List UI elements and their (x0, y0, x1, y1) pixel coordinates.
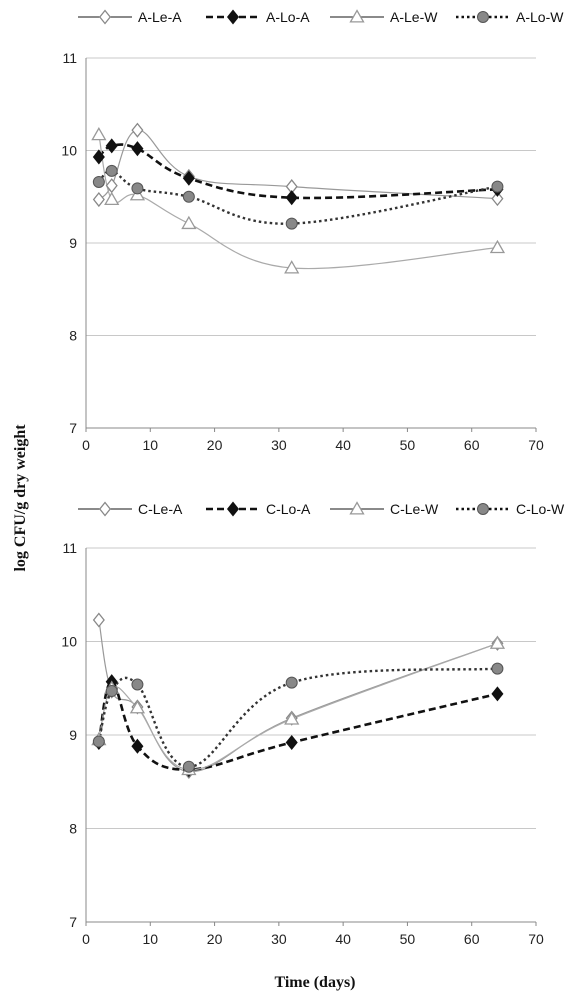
data-point-C-Le-W (284, 711, 300, 725)
y-tick-label: 9 (69, 727, 77, 743)
legend-label-C-Le-W: C-Le-W (390, 501, 439, 517)
legend-label-C-Lo-W: C-Lo-W (516, 501, 565, 517)
y-tick-label: 8 (69, 821, 77, 837)
x-tick-label: 30 (271, 931, 287, 947)
data-point-A-Le-W (91, 126, 107, 141)
legend-label-A-Le-A: A-Le-A (138, 9, 182, 25)
y-tick-label: 10 (61, 634, 77, 650)
x-tick-label: 30 (271, 437, 287, 453)
x-tick-label: 40 (335, 931, 351, 947)
data-point-C-Le-W (129, 700, 146, 714)
legend-label-A-Lo-W: A-Lo-W (516, 9, 564, 25)
series-line-C-Le-A (98, 619, 498, 773)
data-point-A-Le-W (104, 191, 120, 206)
legend-label-A-Le-W: A-Le-W (390, 9, 438, 25)
data-point-A-Lo-W (491, 180, 504, 193)
data-point-A-Lo-A (285, 190, 298, 206)
data-point-A-Lo-W (105, 164, 118, 177)
data-point-C-Lo-W (285, 676, 298, 689)
legend-marker-A-Le-W (349, 9, 365, 23)
series-line-C-Lo-W (97, 667, 498, 769)
data-point-A-Lo-W (182, 190, 195, 203)
series-line-A-Lo-A (97, 143, 498, 200)
x-tick-label: 20 (207, 931, 223, 947)
legend-marker-A-Lo-A (226, 9, 240, 25)
data-point-A-Le-A (92, 191, 105, 208)
x-tick-label: 0 (82, 931, 90, 947)
legend-label-A-Lo-A: A-Lo-A (266, 9, 310, 25)
data-point-A-Le-W (284, 260, 300, 274)
x-tick-label: 10 (142, 437, 158, 453)
data-point-C-Lo-W (105, 685, 118, 698)
series-line-A-Le-W (98, 134, 498, 270)
series-line-C-Le-W (98, 642, 498, 771)
x-tick-label: 10 (142, 931, 158, 947)
y-tick-label: 9 (69, 235, 77, 251)
legend-label-C-Lo-A: C-Lo-A (266, 501, 311, 517)
data-point-A-Lo-W (285, 217, 298, 230)
series-line-A-Le-A (98, 129, 498, 200)
legend-marker-A-Le-A (98, 9, 112, 25)
x-tick-label: 50 (400, 437, 416, 453)
y-tick-label: 7 (69, 914, 77, 930)
x-tick-label: 70 (528, 437, 544, 453)
x-tick-label: 60 (464, 931, 480, 947)
y-tick-label: 8 (69, 328, 77, 344)
data-point-C-Lo-W (92, 735, 105, 748)
chart-top: 7 8 9 10 11 0 10 20 30 40 50 60 70 A-Le-A A-Lo-A A-Le-W… (61, 9, 564, 453)
x-tick-label: 50 (400, 931, 416, 947)
chart-bottom: 7 8 9 10 11 0 10 20 30 40 50 60 70 C-Le-A C-Lo-A C-Le-W… (61, 501, 565, 947)
legend-marker-C-Le-A (98, 501, 112, 517)
legend-marker-C-Lo-W (477, 503, 489, 515)
data-point-A-Le-A (131, 122, 144, 138)
data-point-C-Lo-A (491, 686, 504, 702)
y-tick-label: 11 (62, 540, 77, 556)
x-tick-label: 60 (464, 437, 480, 453)
data-point-A-Lo-A (182, 170, 195, 186)
y-axis-title: log CFU/g dry weight (12, 424, 29, 572)
legend-marker-A-Lo-W (477, 11, 489, 23)
data-point-C-Lo-W (491, 662, 504, 675)
y-tick-label: 7 (69, 420, 77, 436)
data-point-C-Lo-A (285, 734, 298, 751)
legend-label-C-Le-A: C-Le-A (138, 501, 183, 517)
data-point-A-Le-W (181, 215, 197, 230)
x-tick-label: 70 (528, 931, 544, 947)
series-line-C-Lo-A (97, 680, 498, 771)
x-tick-label: 40 (335, 437, 351, 453)
data-point-A-Lo-W (131, 182, 144, 195)
data-point-C-Le-W (489, 635, 506, 649)
data-point-A-Lo-A (105, 138, 118, 154)
data-point-A-Le-A (491, 191, 504, 207)
data-point-C-Lo-W (131, 678, 144, 691)
y-tick-label: 10 (61, 143, 77, 159)
data-point-A-Le-W (489, 239, 506, 254)
data-point-A-Lo-W (92, 175, 105, 188)
x-tick-label: 0 (82, 437, 90, 453)
data-point-C-Lo-W (182, 760, 195, 773)
x-axis-title: Time (days) (274, 974, 355, 991)
y-tick-label: 11 (62, 50, 77, 66)
data-point-C-Lo-A (131, 738, 144, 754)
data-point-A-Lo-A (92, 149, 105, 165)
data-point-A-Lo-A (131, 141, 144, 157)
legend-marker-C-Lo-A (226, 501, 240, 517)
x-tick-label: 20 (207, 437, 223, 453)
data-point-C-Le-A (92, 612, 105, 628)
legend-marker-C-Le-W (349, 501, 365, 515)
